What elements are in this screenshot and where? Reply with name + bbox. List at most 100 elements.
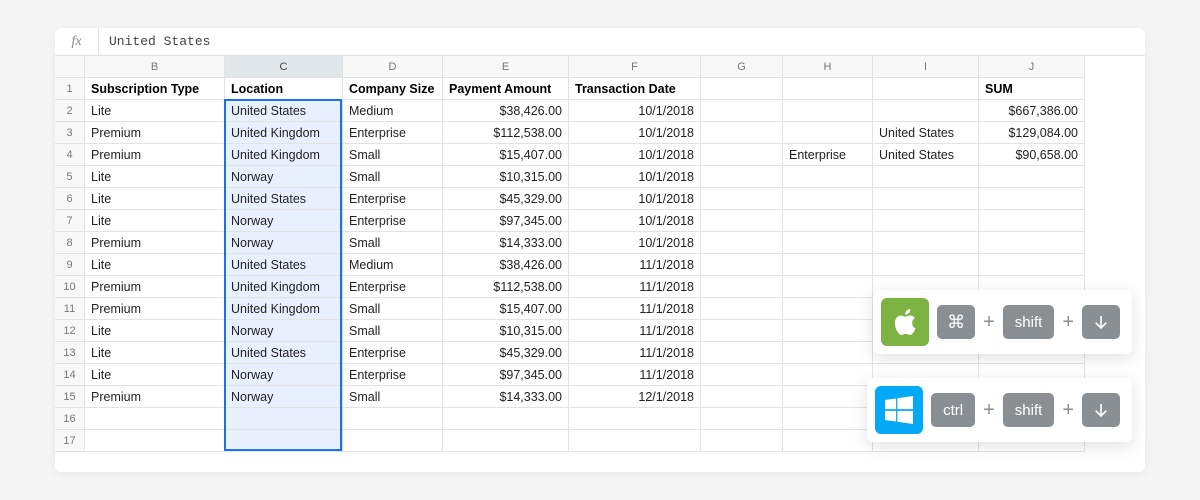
cell-H17[interactable] <box>783 430 873 452</box>
cell-J6[interactable] <box>979 188 1085 210</box>
cell-E5[interactable]: $10,315.00 <box>443 166 569 188</box>
cell-I7[interactable] <box>873 210 979 232</box>
cell-J5[interactable] <box>979 166 1085 188</box>
cell-F17[interactable] <box>569 430 701 452</box>
row-header-5[interactable]: 5 <box>55 166 85 188</box>
cell-G3[interactable] <box>701 122 783 144</box>
cell-I3[interactable]: United States <box>873 122 979 144</box>
cell-B10[interactable]: Premium <box>85 276 225 298</box>
cell-D6[interactable]: Enterprise <box>343 188 443 210</box>
col-header-D[interactable]: D <box>343 56 443 78</box>
cell-C15[interactable]: Norway <box>225 386 343 408</box>
cell-D12[interactable]: Small <box>343 320 443 342</box>
row-header-11[interactable]: 11 <box>55 298 85 320</box>
cell-C1[interactable]: Location <box>225 78 343 100</box>
cell-E13[interactable]: $45,329.00 <box>443 342 569 364</box>
cell-B2[interactable]: Lite <box>85 100 225 122</box>
cell-D2[interactable]: Medium <box>343 100 443 122</box>
cell-H11[interactable] <box>783 298 873 320</box>
cell-F2[interactable]: 10/1/2018 <box>569 100 701 122</box>
cell-H3[interactable] <box>783 122 873 144</box>
cell-G6[interactable] <box>701 188 783 210</box>
cell-F16[interactable] <box>569 408 701 430</box>
cell-E17[interactable] <box>443 430 569 452</box>
cell-G10[interactable] <box>701 276 783 298</box>
cell-J8[interactable] <box>979 232 1085 254</box>
cell-D3[interactable]: Enterprise <box>343 122 443 144</box>
cell-C7[interactable]: Norway <box>225 210 343 232</box>
cell-C12[interactable]: Norway <box>225 320 343 342</box>
row-header-12[interactable]: 12 <box>55 320 85 342</box>
row-header-7[interactable]: 7 <box>55 210 85 232</box>
cell-B13[interactable]: Lite <box>85 342 225 364</box>
col-header-C[interactable]: C <box>225 56 343 78</box>
cell-F4[interactable]: 10/1/2018 <box>569 144 701 166</box>
cell-E3[interactable]: $112,538.00 <box>443 122 569 144</box>
cell-G14[interactable] <box>701 364 783 386</box>
row-header-9[interactable]: 9 <box>55 254 85 276</box>
cell-F12[interactable]: 11/1/2018 <box>569 320 701 342</box>
cell-C13[interactable]: United States <box>225 342 343 364</box>
cell-F7[interactable]: 10/1/2018 <box>569 210 701 232</box>
cell-B7[interactable]: Lite <box>85 210 225 232</box>
cell-E9[interactable]: $38,426.00 <box>443 254 569 276</box>
cell-E7[interactable]: $97,345.00 <box>443 210 569 232</box>
cell-G9[interactable] <box>701 254 783 276</box>
cell-B8[interactable]: Premium <box>85 232 225 254</box>
cell-E14[interactable]: $97,345.00 <box>443 364 569 386</box>
row-header-4[interactable]: 4 <box>55 144 85 166</box>
cell-D13[interactable]: Enterprise <box>343 342 443 364</box>
row-header-6[interactable]: 6 <box>55 188 85 210</box>
cell-G17[interactable] <box>701 430 783 452</box>
cell-E11[interactable]: $15,407.00 <box>443 298 569 320</box>
cell-E6[interactable]: $45,329.00 <box>443 188 569 210</box>
cell-J1[interactable]: SUM <box>979 78 1085 100</box>
cell-G13[interactable] <box>701 342 783 364</box>
cell-C3[interactable]: United Kingdom <box>225 122 343 144</box>
cell-D11[interactable]: Small <box>343 298 443 320</box>
col-header-F[interactable]: F <box>569 56 701 78</box>
cell-B11[interactable]: Premium <box>85 298 225 320</box>
cell-B16[interactable] <box>85 408 225 430</box>
cell-F10[interactable]: 11/1/2018 <box>569 276 701 298</box>
cell-H6[interactable] <box>783 188 873 210</box>
cell-G8[interactable] <box>701 232 783 254</box>
cell-H4[interactable]: Enterprise <box>783 144 873 166</box>
cell-E15[interactable]: $14,333.00 <box>443 386 569 408</box>
cell-B6[interactable]: Lite <box>85 188 225 210</box>
cell-G15[interactable] <box>701 386 783 408</box>
cell-E16[interactable] <box>443 408 569 430</box>
cell-D10[interactable]: Enterprise <box>343 276 443 298</box>
cell-I2[interactable] <box>873 100 979 122</box>
cell-D1[interactable]: Company Size <box>343 78 443 100</box>
col-header-G[interactable]: G <box>701 56 783 78</box>
row-header-8[interactable]: 8 <box>55 232 85 254</box>
cell-D17[interactable] <box>343 430 443 452</box>
cell-D4[interactable]: Small <box>343 144 443 166</box>
cell-G16[interactable] <box>701 408 783 430</box>
cell-H2[interactable] <box>783 100 873 122</box>
cell-H9[interactable] <box>783 254 873 276</box>
cell-C2[interactable]: United States <box>225 100 343 122</box>
cell-E1[interactable]: Payment Amount <box>443 78 569 100</box>
cell-B15[interactable]: Premium <box>85 386 225 408</box>
cell-E4[interactable]: $15,407.00 <box>443 144 569 166</box>
cell-D16[interactable] <box>343 408 443 430</box>
cell-J9[interactable] <box>979 254 1085 276</box>
row-header-10[interactable]: 10 <box>55 276 85 298</box>
cell-F11[interactable]: 11/1/2018 <box>569 298 701 320</box>
cell-H5[interactable] <box>783 166 873 188</box>
cell-F15[interactable]: 12/1/2018 <box>569 386 701 408</box>
col-header-I[interactable]: I <box>873 56 979 78</box>
row-header-16[interactable]: 16 <box>55 408 85 430</box>
cell-J4[interactable]: $90,658.00 <box>979 144 1085 166</box>
cell-C5[interactable]: Norway <box>225 166 343 188</box>
cell-B14[interactable]: Lite <box>85 364 225 386</box>
col-header-H[interactable]: H <box>783 56 873 78</box>
col-header-E[interactable]: E <box>443 56 569 78</box>
cell-D5[interactable]: Small <box>343 166 443 188</box>
cell-E8[interactable]: $14,333.00 <box>443 232 569 254</box>
cell-D9[interactable]: Medium <box>343 254 443 276</box>
row-header-3[interactable]: 3 <box>55 122 85 144</box>
cell-F9[interactable]: 11/1/2018 <box>569 254 701 276</box>
